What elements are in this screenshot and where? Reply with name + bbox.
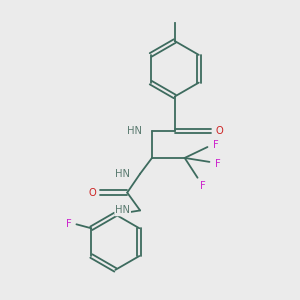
Text: F: F: [66, 219, 71, 229]
Text: HN: HN: [127, 126, 142, 136]
Text: O: O: [89, 188, 96, 198]
Text: F: F: [200, 181, 206, 191]
Text: F: F: [215, 159, 221, 169]
Text: HN: HN: [115, 169, 130, 179]
Text: F: F: [212, 140, 218, 150]
Text: O: O: [215, 126, 223, 136]
Text: HN: HN: [115, 206, 130, 215]
